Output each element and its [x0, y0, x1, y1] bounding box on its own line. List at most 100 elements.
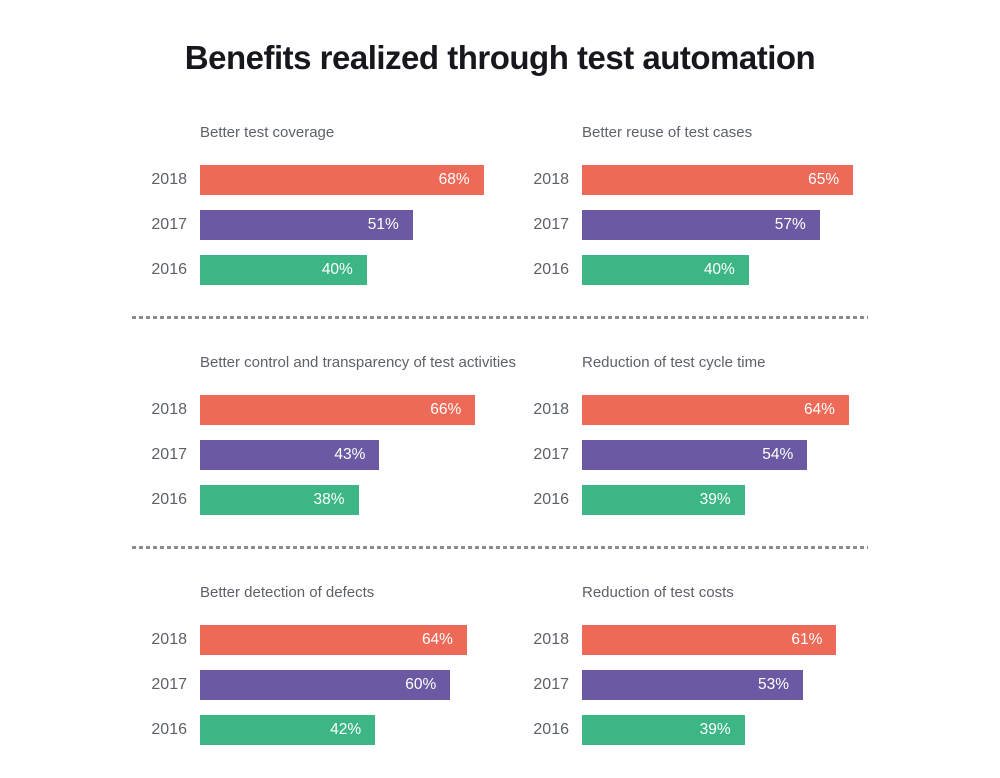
bar-value-label: 40%: [703, 261, 735, 278]
bar-row: 2017 51%: [132, 210, 500, 240]
bar-value-label: 57%: [774, 216, 806, 233]
bar-track: 40%: [200, 255, 492, 285]
bar-2017: 60%: [200, 670, 451, 700]
chart-title: Better reuse of test cases: [582, 124, 753, 141]
category-label: 2016: [533, 721, 569, 738]
bar-2017: 54%: [582, 440, 808, 470]
category-label: 2018: [151, 631, 187, 648]
bar-2018: 65%: [582, 165, 854, 195]
bar-row: 2017 54%: [514, 440, 868, 470]
bar-row: 2017 60%: [132, 670, 500, 700]
bar-value-label: 42%: [330, 721, 362, 738]
category-label: 2016: [151, 261, 187, 278]
bar-track: 39%: [582, 715, 874, 745]
bar-value-label: 40%: [321, 261, 353, 278]
bar-row: 2016 39%: [514, 715, 868, 745]
bar-2016: 40%: [200, 255, 367, 285]
category-label: 2016: [151, 491, 187, 508]
category-label: 2017: [533, 216, 569, 233]
bar-value-label: 43%: [334, 446, 366, 463]
bar-track: 51%: [200, 210, 492, 240]
bar-2016: 40%: [582, 255, 749, 285]
page-title: Benefits realized through test automatio…: [184, 39, 816, 76]
bar-value-label: 66%: [430, 401, 462, 418]
bar-track: 68%: [200, 165, 492, 195]
chart-reduction-of-test-costs: Reduction of test costs 2018 61% 2017 53% 201…: [500, 583, 868, 745]
chart-row-3: Better detection of defects 2018 64% 2017 60…: [132, 583, 868, 745]
bar-track: 64%: [200, 625, 492, 655]
category-label: 2016: [151, 721, 187, 738]
bar-2017: 51%: [200, 210, 413, 240]
bar-2018: 66%: [200, 395, 476, 425]
bar-2016: 39%: [582, 485, 745, 515]
bar-track: 54%: [582, 440, 874, 470]
bar-value-label: 65%: [808, 171, 840, 188]
bar-value-label: 61%: [791, 631, 823, 648]
category-label: 2018: [151, 171, 187, 188]
bar-row: 2017 57%: [514, 210, 868, 240]
bar-2018: 64%: [582, 395, 849, 425]
chart-row-2: Better control and transparency of test …: [132, 353, 868, 515]
chart-reduction-of-test-cycle-time: Reduction of test cycle time 2018 64% 2017 5…: [500, 353, 868, 515]
category-label: 2017: [533, 446, 569, 463]
bar-track: 39%: [582, 485, 874, 515]
bar-row: 2018 64%: [132, 625, 500, 655]
bar-value-label: 64%: [803, 401, 835, 418]
category-label: 2018: [151, 401, 187, 418]
bar-2016: 39%: [582, 715, 745, 745]
category-label: 2018: [533, 631, 569, 648]
bar-track: 57%: [582, 210, 874, 240]
bar-track: 38%: [200, 485, 492, 515]
chart-title: Better control and transparency of test …: [200, 354, 516, 371]
bar-row: 2018 61%: [514, 625, 868, 655]
bar-track: 60%: [200, 670, 492, 700]
bar-value-label: 51%: [367, 216, 399, 233]
bar-row: 2016 40%: [514, 255, 868, 285]
bar-2018: 61%: [582, 625, 837, 655]
bar-value-label: 64%: [421, 631, 453, 648]
chart-better-reuse-of-test-cases: Better reuse of test cases 2018 65% 2017 57%…: [500, 123, 868, 285]
bar-track: 65%: [582, 165, 874, 195]
bar-track: 43%: [200, 440, 492, 470]
bar-track: 64%: [582, 395, 874, 425]
bar-value-label: 38%: [313, 491, 345, 508]
chart-title: Reduction of test costs: [582, 584, 734, 601]
bar-row: 2018 65%: [514, 165, 868, 195]
bar-value-label: 60%: [405, 676, 437, 693]
bar-2017: 43%: [200, 440, 380, 470]
dashed-divider: [132, 316, 868, 319]
category-label: 2016: [533, 491, 569, 508]
category-label: 2017: [151, 216, 187, 233]
category-label: 2018: [533, 171, 569, 188]
chart-better-detection-of-defects: Better detection of defects 2018 64% 2017 60…: [132, 583, 500, 745]
category-label: 2016: [533, 261, 569, 278]
bar-value-label: 68%: [438, 171, 470, 188]
chart-title: Better detection of defects: [200, 584, 375, 601]
bar-value-label: 53%: [758, 676, 790, 693]
category-label: 2017: [151, 676, 187, 693]
bar-2017: 53%: [582, 670, 804, 700]
bar-row: 2017 43%: [132, 440, 500, 470]
chart-title: Better test coverage: [200, 124, 335, 141]
chart-row-1: Better test coverage 2018 68% 2017 51% 2016 40…: [132, 123, 868, 285]
bar-row: 2016 39%: [514, 485, 868, 515]
bar-track: 40%: [582, 255, 874, 285]
charts-grid: Better test coverage 2018 68% 2017 51% 2016 40…: [132, 123, 868, 745]
chart-better-control-and-transparency: Better control and transparency of test …: [132, 353, 516, 515]
bar-2018: 64%: [200, 625, 467, 655]
bar-row: 2017 53%: [514, 670, 868, 700]
bar-row: 2016 38%: [132, 485, 500, 515]
category-label: 2018: [533, 401, 569, 418]
bar-row: 2018 68%: [132, 165, 500, 195]
bar-value-label: 39%: [699, 721, 731, 738]
bar-row: 2016 42%: [132, 715, 500, 745]
chart-better-test-coverage: Better test coverage 2018 68% 2017 51% 2016 40…: [132, 123, 500, 285]
bar-value-label: 54%: [762, 446, 794, 463]
bar-track: 53%: [582, 670, 874, 700]
bar-track: 42%: [200, 715, 492, 745]
bar-row: 2018 66%: [132, 395, 500, 425]
bar-2016: 38%: [200, 485, 359, 515]
dashed-divider: [132, 546, 868, 549]
bar-2018: 68%: [200, 165, 484, 195]
